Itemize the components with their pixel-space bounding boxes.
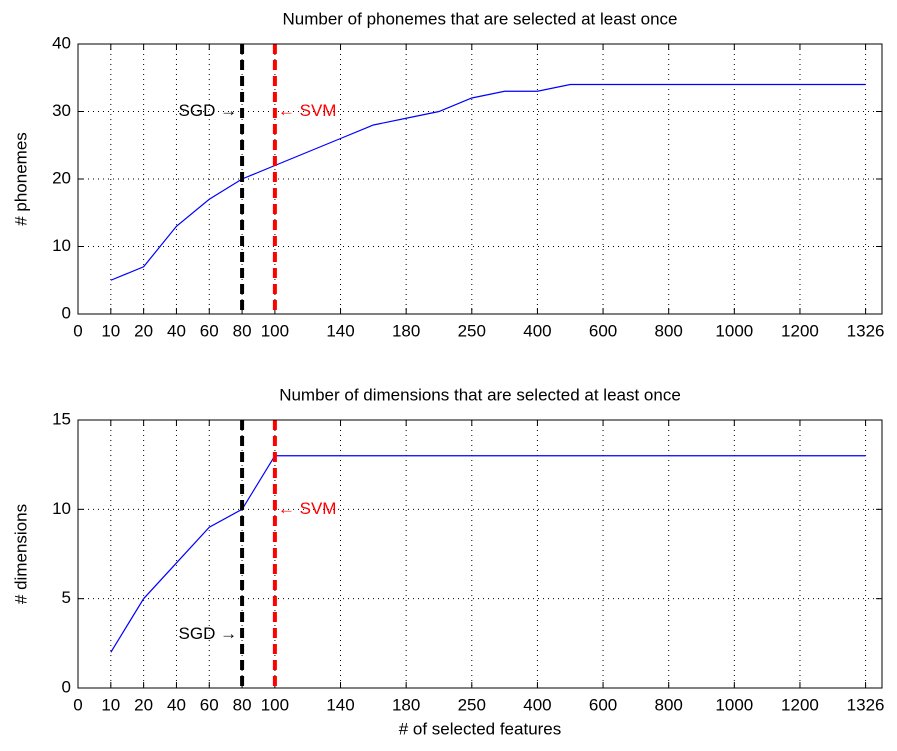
x-tick-label: 1326 [847,321,885,340]
x-tick-label: 140 [326,321,354,340]
annotation: SGD → [179,101,238,120]
chart-title: Number of dimensions that are selected a… [279,385,681,404]
x-tick-label: 250 [458,321,486,340]
y-axis-label: # phonemes [11,132,30,226]
x-tick-label: 1200 [781,321,819,340]
x-tick-label: 600 [589,695,617,714]
x-tick-label: 400 [523,695,551,714]
y-tick-label: 5 [62,588,71,607]
annotation: ← SVM [278,499,337,518]
x-tick-label: 140 [326,695,354,714]
x-tick-label: 1000 [715,695,753,714]
x-tick-label: 1200 [781,695,819,714]
x-tick-label: 600 [589,321,617,340]
x-tick-label: 400 [523,321,551,340]
y-tick-label: 40 [52,33,71,52]
x-tick-label: 20 [134,695,153,714]
y-tick-label: 10 [52,236,71,255]
annotation: SGD → [179,624,238,643]
data-line [110,83,866,281]
y-tick-label: 30 [52,101,71,120]
x-tick-label: 180 [392,321,420,340]
x-tick-label: 60 [200,695,219,714]
chart-title: Number of phonemes that are selected at … [282,9,677,28]
x-tick-label: 80 [233,695,252,714]
axes-frame [77,43,883,315]
x-tick-label: 0 [73,695,82,714]
data-line [110,455,866,653]
x-axis-label: # of selected features [399,719,562,738]
x-tick-label: 800 [655,321,683,340]
x-tick-label: 250 [458,695,486,714]
x-tick-label: 40 [167,695,186,714]
x-tick-label: 0 [73,321,82,340]
x-tick-label: 10 [101,321,120,340]
x-tick-label: 10 [101,695,120,714]
x-tick-label: 20 [134,321,153,340]
y-tick-label: 0 [62,677,71,696]
y-tick-label: 20 [52,168,71,187]
x-tick-label: 100 [261,321,289,340]
x-tick-label: 100 [261,695,289,714]
x-tick-label: 1000 [715,321,753,340]
y-tick-label: 0 [62,303,71,322]
y-axis-label: # dimensions [11,504,30,604]
x-tick-label: 80 [233,321,252,340]
annotation: ← SVM [278,101,337,120]
x-tick-label: 60 [200,321,219,340]
axes-frame [77,419,883,689]
x-tick-label: 800 [655,695,683,714]
y-tick-label: 10 [52,499,71,518]
y-tick-label: 15 [52,409,71,428]
plot-area [78,420,882,688]
x-tick-label: 1326 [847,695,885,714]
x-tick-label: 180 [392,695,420,714]
x-tick-label: 40 [167,321,186,340]
